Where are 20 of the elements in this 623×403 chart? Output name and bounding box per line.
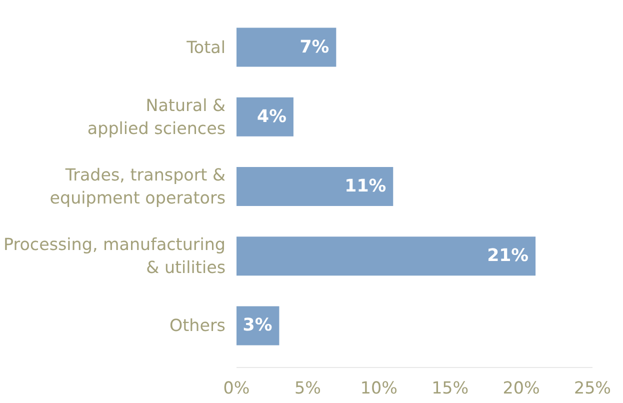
data-label: 21% [487, 246, 529, 266]
x-tick-label: 10% [360, 378, 398, 398]
data-label: 11% [344, 176, 386, 196]
y-tick-label: Total [186, 38, 226, 57]
data-label: 4% [257, 106, 286, 127]
bar [236, 236, 536, 276]
bar [236, 28, 336, 67]
y-tick-label: Others [170, 316, 226, 336]
y-tick-label: Processing, manufacturing & utilities [4, 235, 226, 278]
data-label: 3% [242, 316, 272, 336]
x-tick-label: 25% [574, 378, 612, 398]
x-tick-label: 20% [502, 378, 540, 398]
bar [236, 97, 294, 136]
x-tick-label: 5% [294, 378, 321, 398]
data-label: 7% [300, 37, 330, 58]
y-tick-label: Trades, transport & equipment operators [50, 166, 226, 208]
y-tick-label: Natural & applied sciences [87, 96, 226, 138]
x-tick-label: 0% [223, 378, 250, 398]
x-tick-label: 15% [432, 378, 469, 398]
bar [236, 167, 394, 206]
